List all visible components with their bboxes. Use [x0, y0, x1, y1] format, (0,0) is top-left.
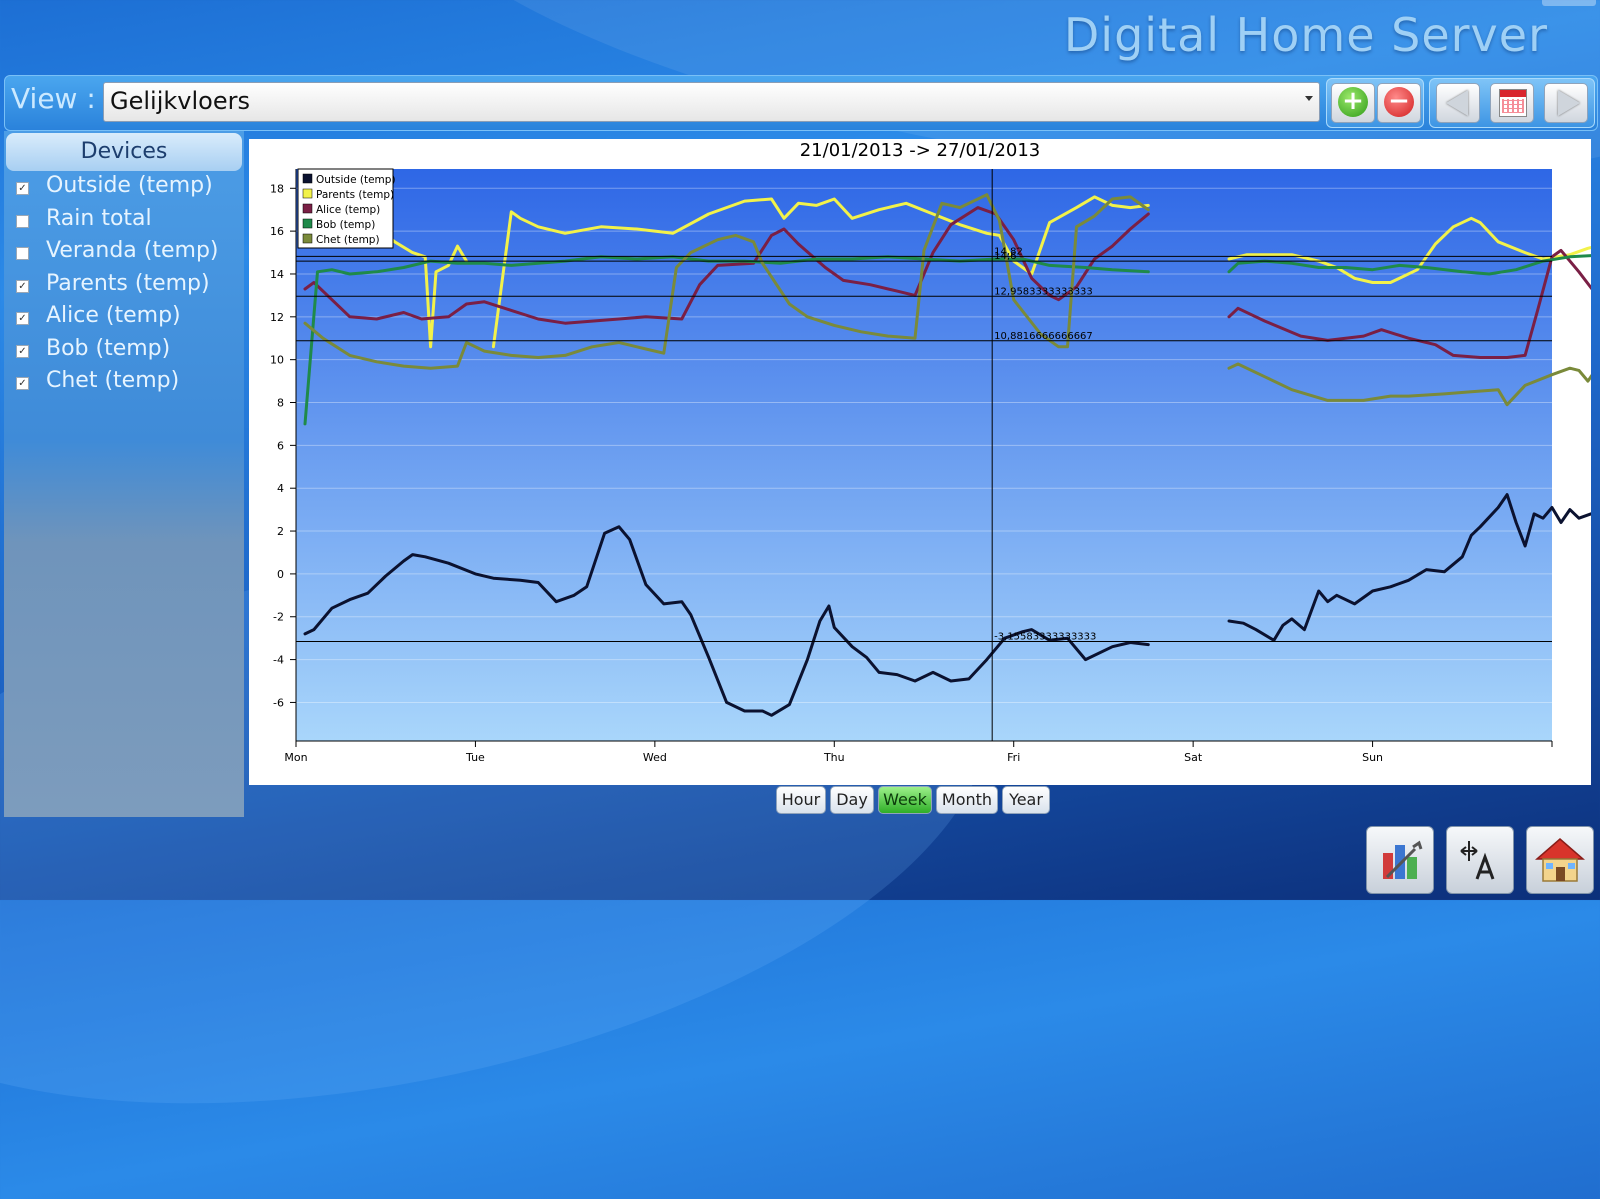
- font-size-icon: [1460, 841, 1495, 880]
- device-label: Rain total: [46, 205, 152, 231]
- period-year-button[interactable]: Year: [1002, 786, 1050, 814]
- y-tick-label: 6: [277, 439, 284, 452]
- tools-button[interactable]: [1366, 826, 1434, 894]
- series-line: [1227, 362, 1591, 407]
- legend-swatch: [302, 203, 313, 214]
- value-line-label: 14,82: [994, 246, 1023, 257]
- period-day-button[interactable]: Day: [830, 786, 874, 814]
- period-week-button[interactable]: Week: [878, 786, 932, 814]
- view-label: View :: [11, 82, 96, 115]
- y-tick-label: -4: [273, 654, 284, 667]
- y-tick-label: 10: [270, 354, 284, 367]
- series-line: [303, 206, 1150, 325]
- device-checkbox[interactable]: ✓: [16, 344, 29, 358]
- view-edit-group: + −: [1326, 78, 1424, 128]
- previous-period-button[interactable]: [1436, 83, 1480, 123]
- view-select[interactable]: Gelijkvloers: [103, 82, 1320, 122]
- device-checkbox[interactable]: ✓: [16, 312, 29, 325]
- y-tick-label: 0: [277, 568, 284, 581]
- app-title: Digital Home Server: [1063, 8, 1548, 62]
- x-tick-label: Sat: [1184, 751, 1203, 764]
- y-tick-label: 4: [277, 482, 284, 495]
- chevron-down-icon: [1305, 96, 1313, 101]
- series-line: [1227, 248, 1591, 359]
- chart-frame: 21/01/2013 -> 27/01/2013 18 16 14 12 10 8 6 4 2 0…: [249, 139, 1591, 785]
- x-tick-label: Tue: [465, 751, 485, 764]
- period-month-button[interactable]: Month: [936, 786, 998, 814]
- x-tick-label: Sun: [1362, 751, 1383, 764]
- tools-icon: [1383, 840, 1423, 879]
- remove-view-button[interactable]: −: [1377, 83, 1421, 123]
- period-hour-button[interactable]: Hour: [776, 786, 826, 814]
- font-size-button[interactable]: [1446, 826, 1514, 894]
- legend-label: Bob (temp): [316, 219, 375, 231]
- device-label: Alice (temp): [46, 303, 181, 328]
- series-line: [1227, 254, 1591, 276]
- view-bar: View : Gelijkvloers + −: [4, 75, 1598, 131]
- y-tick-label: -6: [273, 696, 284, 709]
- x-tick-label: Mon: [284, 751, 307, 764]
- next-icon: [1558, 90, 1580, 116]
- device-checkbox[interactable]: [16, 214, 29, 228]
- x-tick-label: Thu: [823, 751, 845, 764]
- remove-icon: −: [1384, 87, 1414, 117]
- devices-panel: Devices ✓ Outside (temp) Rain total Veranda…: [4, 131, 244, 817]
- legend-swatch: [302, 233, 313, 244]
- device-label: Outside (temp): [46, 173, 213, 198]
- navigation-group: [1429, 78, 1595, 128]
- x-tick-label: Wed: [643, 751, 667, 764]
- legend-label: Outside (temp): [316, 174, 396, 186]
- y-tick-label: 12: [270, 311, 284, 324]
- series-line: [1227, 493, 1591, 642]
- x-tick-label: Fri: [1007, 751, 1020, 764]
- legend-swatch: [302, 173, 313, 184]
- devices-header: Devices: [6, 133, 242, 171]
- calendar-icon: [1499, 89, 1527, 117]
- y-tick-label: -2: [273, 611, 284, 624]
- device-label: Chet (temp): [46, 368, 180, 393]
- calendar-button[interactable]: [1490, 83, 1534, 123]
- legend-box: [297, 168, 394, 249]
- value-line-label: 14,6: [994, 251, 1016, 262]
- home-icon: [1534, 838, 1586, 882]
- legend-label: Parents (temp): [316, 189, 394, 201]
- value-line-label: 10,8816666666667: [994, 331, 1093, 342]
- device-checkbox[interactable]: ✓: [16, 279, 29, 293]
- device-checkbox[interactable]: [16, 247, 29, 260]
- y-tick-label: 14: [270, 268, 284, 281]
- legend-label: Alice (temp): [316, 204, 380, 216]
- home-button[interactable]: [1526, 826, 1594, 894]
- y-tick-label: 8: [277, 397, 284, 410]
- next-period-button[interactable]: [1544, 83, 1588, 123]
- y-tick-label: 18: [270, 182, 284, 195]
- device-label: Parents (temp): [46, 270, 210, 296]
- temperature-chart: 18 16 14 12 10 8 6 4 2 0 -2 -4 -6 Mon Tue Wed Thu Fri Sat S…: [270, 168, 1591, 764]
- add-view-button[interactable]: +: [1331, 83, 1375, 123]
- window-corner-mark: [1542, 0, 1596, 6]
- value-line-label: 12,9583333333333: [994, 286, 1093, 297]
- legend-label: Chet (temp): [316, 234, 380, 246]
- legend-swatch: [302, 188, 313, 199]
- date-range-title: 21/01/2013 -> 27/01/2013: [799, 140, 1041, 161]
- legend-swatch: [302, 218, 313, 229]
- value-line-label: -3,15583333333333: [994, 632, 1096, 643]
- device-checkbox[interactable]: ✓: [16, 377, 29, 390]
- view-select-value: Gelijkvloers: [110, 87, 250, 115]
- y-tick-label: 16: [270, 225, 284, 238]
- series-line: [491, 195, 1150, 349]
- prev-icon: [1446, 90, 1468, 116]
- device-label: Bob (temp): [46, 335, 171, 361]
- y-tick-label: 2: [277, 525, 284, 538]
- series-line: [303, 525, 1150, 717]
- series-line: [303, 193, 1150, 370]
- add-icon: +: [1338, 87, 1368, 117]
- device-checkbox[interactable]: ✓: [16, 182, 29, 195]
- device-label: Veranda (temp): [46, 238, 219, 263]
